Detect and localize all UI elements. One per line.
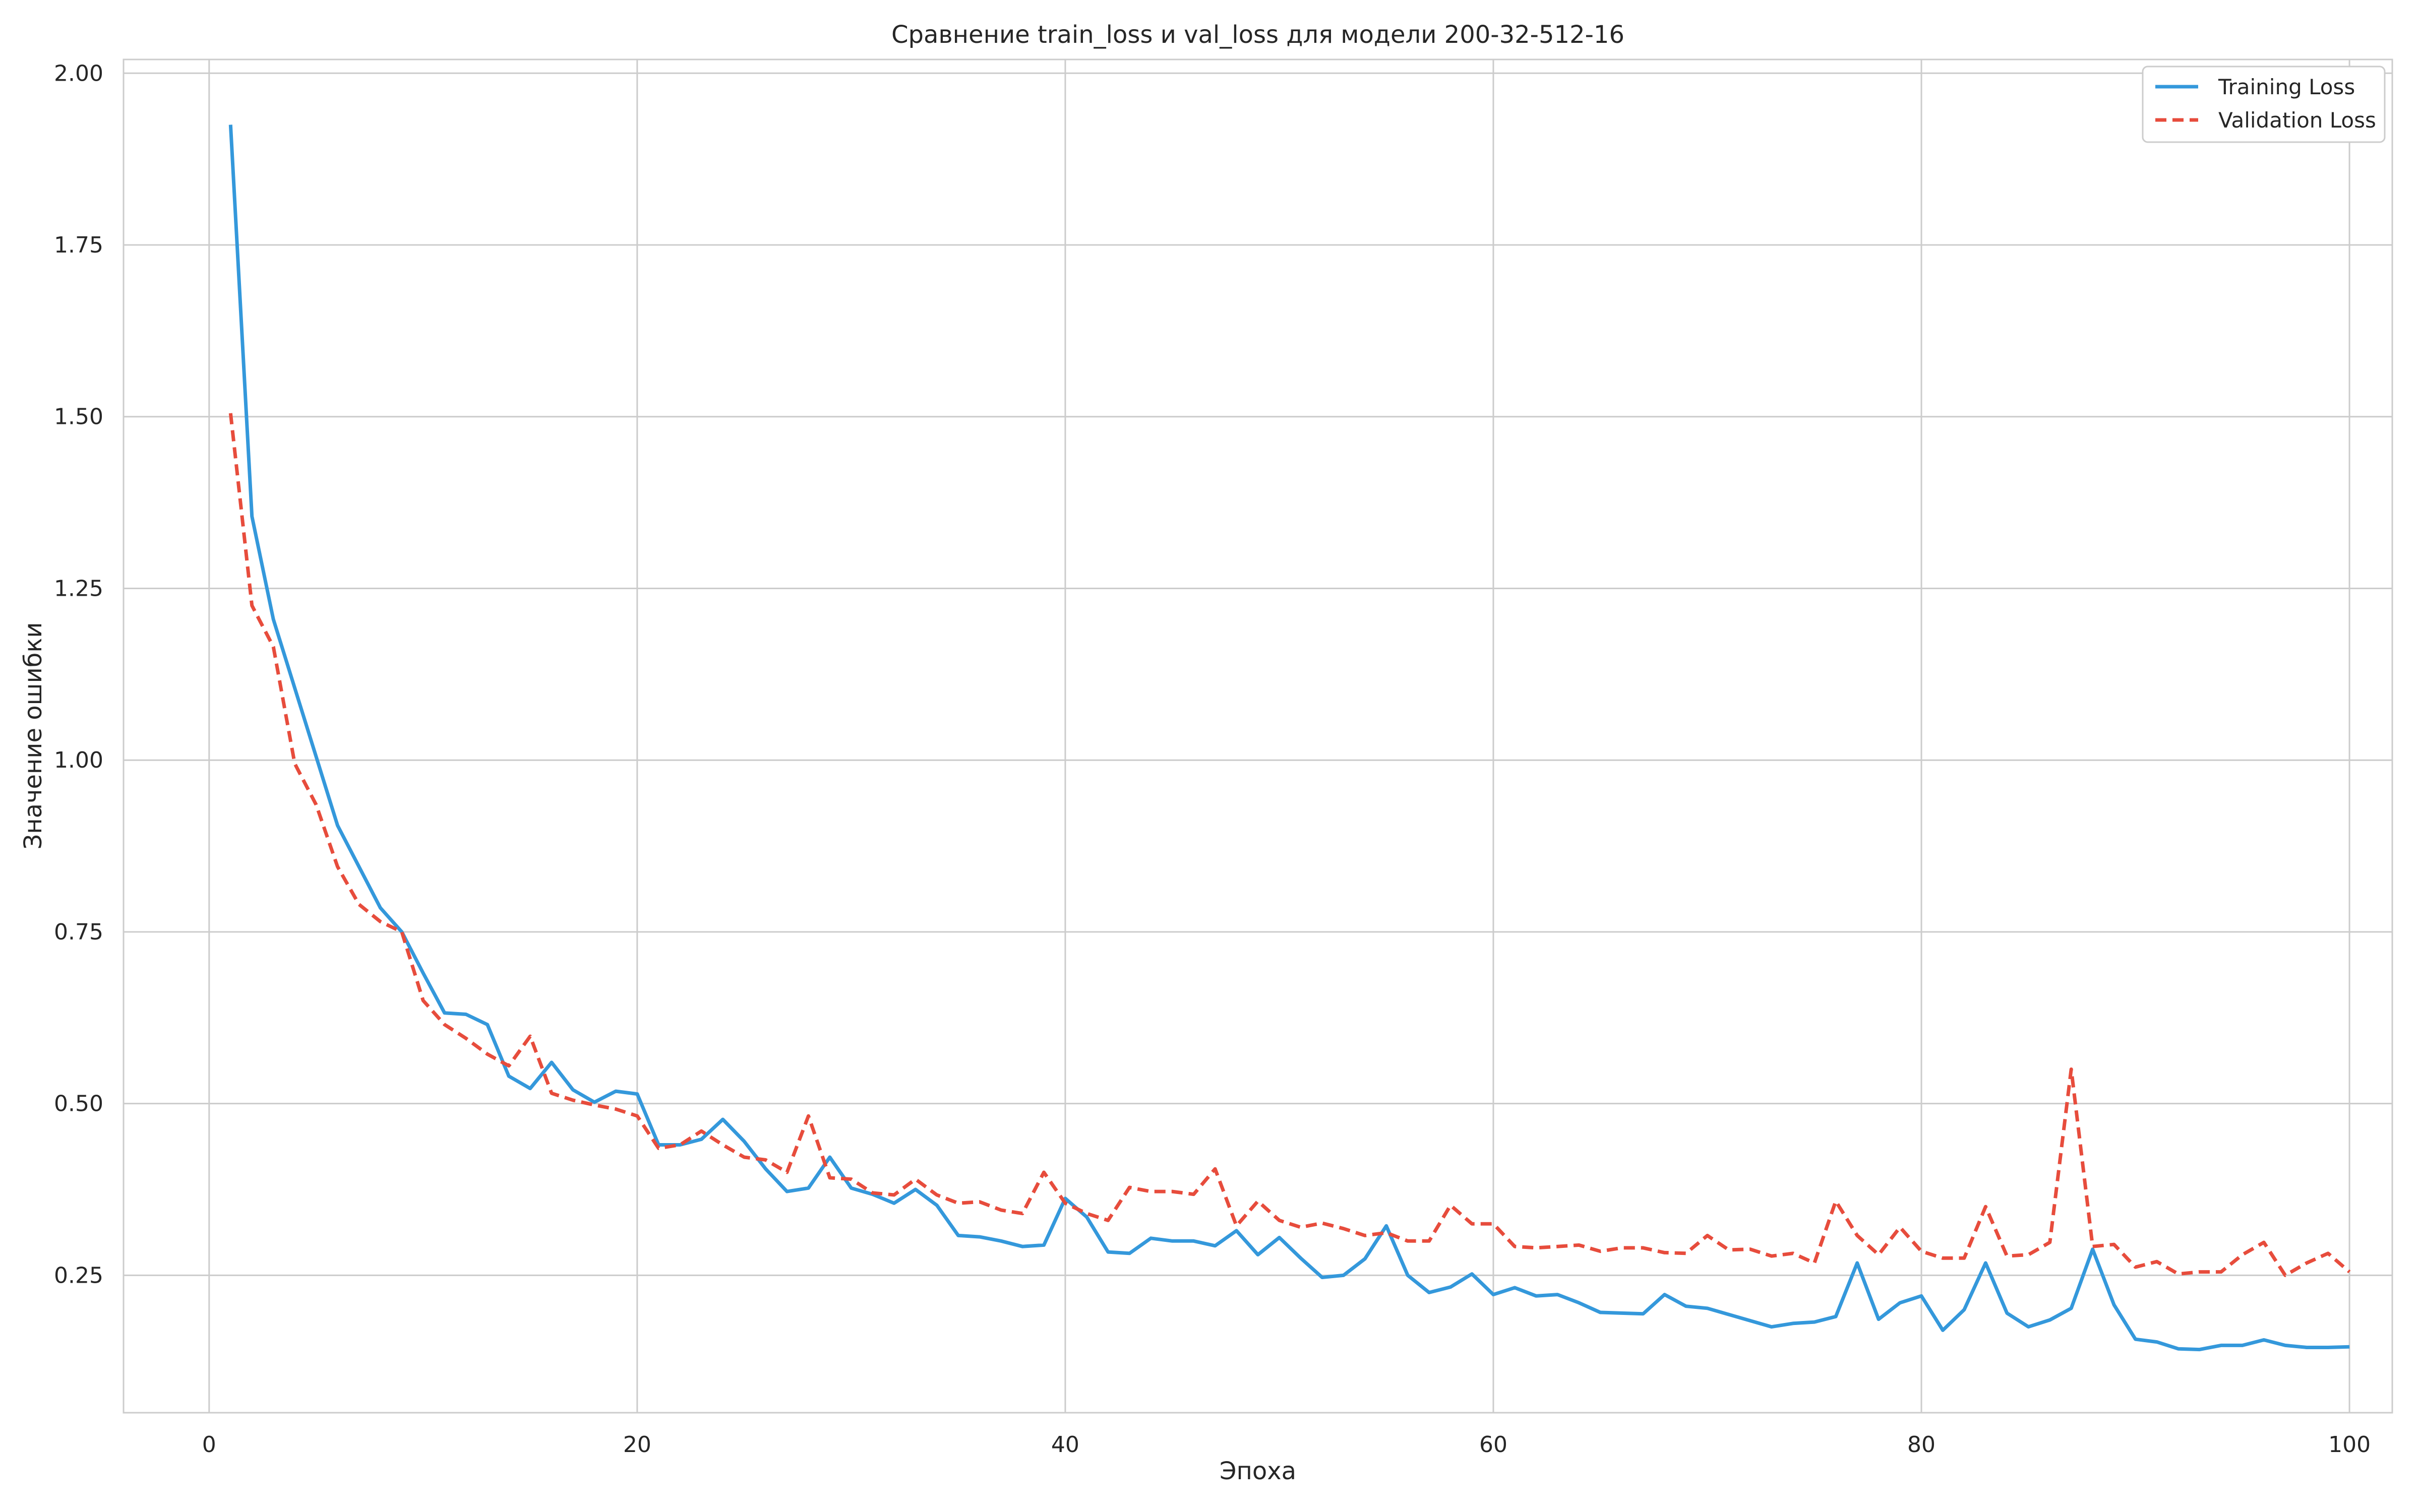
x-tick-label: 0	[202, 1432, 216, 1458]
legend-box	[2142, 66, 2386, 143]
y-tick-label: 1.00	[54, 747, 103, 773]
x-tick-labels: 0 20 40 60 80 100	[202, 1432, 2371, 1458]
grid-lines	[124, 59, 2392, 1413]
plot-frame	[123, 58, 2393, 1414]
x-tick-label: 80	[1907, 1432, 1935, 1458]
validation-loss-line	[228, 413, 2351, 1277]
y-tick-label: 0.75	[54, 919, 103, 945]
legend: Training Loss Validation Loss	[2142, 66, 2386, 143]
training-loss-line	[228, 124, 2350, 1352]
legend-label-training: Training Loss	[2218, 75, 2355, 99]
x-tick-label: 20	[623, 1432, 651, 1458]
y-tick-label: 2.00	[54, 60, 103, 86]
y-tick-label: 1.75	[54, 232, 103, 258]
chart-title: Сравнение train_loss и val_loss для моде…	[891, 21, 1624, 49]
y-tick-labels: 0.25 0.50 0.75 1.00 1.25 1.50 1.75 2.00	[54, 60, 103, 1288]
x-tick-label: 100	[2328, 1432, 2371, 1458]
y-tick-label: 1.25	[54, 576, 103, 601]
y-tick-label: 1.50	[54, 404, 103, 430]
y-tick-label: 0.50	[54, 1091, 103, 1117]
x-tick-label: 60	[1479, 1432, 1507, 1458]
x-tick-label: 40	[1051, 1432, 1079, 1458]
series-lines	[228, 124, 2351, 1352]
x-axis-label: Эпоха	[1220, 1457, 1296, 1485]
y-tick-label: 0.25	[54, 1263, 103, 1288]
legend-label-validation: Validation Loss	[2218, 108, 2376, 133]
y-axis-label: Значение ошибки	[19, 622, 47, 849]
